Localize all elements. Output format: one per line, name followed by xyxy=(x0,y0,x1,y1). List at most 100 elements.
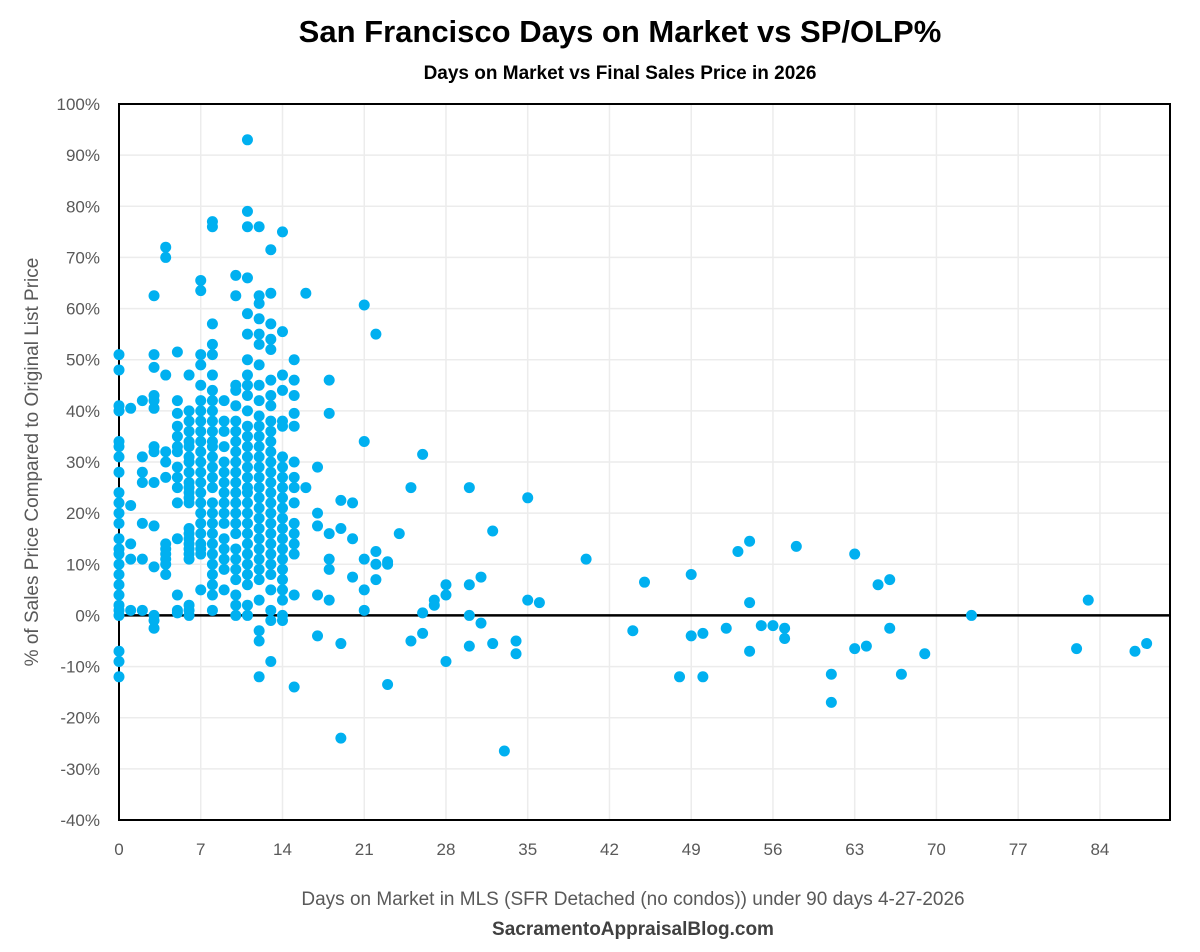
data-point xyxy=(241,471,253,483)
data-point xyxy=(265,655,277,667)
data-point xyxy=(218,553,230,565)
data-point xyxy=(183,609,195,621)
data-point xyxy=(206,405,218,417)
data-point xyxy=(276,492,288,504)
data-point xyxy=(241,517,253,529)
data-point xyxy=(206,604,218,616)
data-point xyxy=(358,299,370,311)
data-point xyxy=(358,584,370,596)
data-point xyxy=(276,543,288,555)
y-tick-label: -40% xyxy=(60,811,100,830)
data-point xyxy=(171,533,183,545)
data-point xyxy=(674,671,686,683)
data-point xyxy=(253,471,265,483)
data-point xyxy=(171,446,183,458)
x-tick-label: 7 xyxy=(196,840,205,859)
y-tick-label: 30% xyxy=(66,453,100,472)
data-point xyxy=(463,609,475,621)
data-point xyxy=(288,482,300,494)
data-point xyxy=(113,645,125,657)
data-point xyxy=(195,359,207,371)
data-point xyxy=(393,528,405,540)
data-point xyxy=(335,638,347,650)
data-point xyxy=(288,517,300,529)
y-tick-label: 100% xyxy=(57,95,100,114)
data-point xyxy=(276,471,288,483)
data-point xyxy=(498,745,510,757)
data-point xyxy=(171,420,183,432)
data-point xyxy=(323,594,335,606)
data-point xyxy=(288,538,300,550)
data-point xyxy=(241,609,253,621)
data-point xyxy=(183,415,195,427)
y-axis-label: % of Sales Price Compared to Original Li… xyxy=(22,258,43,667)
data-point xyxy=(206,441,218,453)
data-point xyxy=(253,359,265,371)
data-point xyxy=(253,461,265,473)
chart-title: San Francisco Days on Market vs SP/OLP% xyxy=(299,14,942,49)
data-point xyxy=(253,512,265,524)
data-point xyxy=(136,395,148,407)
data-point xyxy=(218,497,230,509)
data-point xyxy=(265,517,277,529)
data-point xyxy=(230,609,242,621)
data-point xyxy=(639,576,650,588)
data-point xyxy=(288,390,300,402)
data-point xyxy=(288,528,300,540)
data-point xyxy=(276,369,288,381)
y-tick-label: 20% xyxy=(66,504,100,523)
data-point xyxy=(382,678,394,690)
data-point xyxy=(183,553,195,565)
data-point xyxy=(895,668,907,680)
data-point xyxy=(171,607,183,619)
data-point xyxy=(428,594,440,606)
data-point xyxy=(195,476,207,488)
data-point xyxy=(218,543,230,555)
data-point xyxy=(276,502,288,514)
data-point xyxy=(171,482,183,494)
data-point xyxy=(148,446,160,458)
data-point xyxy=(253,313,265,325)
y-tick-label: 80% xyxy=(66,197,100,216)
data-point xyxy=(183,369,195,381)
data-point xyxy=(171,407,183,419)
x-axis-label: Days on Market in MLS (SFR Detached (no … xyxy=(301,889,964,910)
data-point xyxy=(312,630,324,642)
data-point xyxy=(779,632,791,644)
data-point xyxy=(253,290,265,302)
data-point xyxy=(370,574,382,586)
data-point xyxy=(744,597,756,609)
data-point xyxy=(744,535,756,547)
data-point xyxy=(685,630,697,642)
data-point xyxy=(510,648,522,660)
data-point xyxy=(183,405,195,417)
data-point xyxy=(288,497,300,509)
data-point xyxy=(160,569,172,581)
x-axis-ticks: 0 7 14 21 28 35 42 49 56 63 70 77 84 xyxy=(114,840,1109,859)
data-point xyxy=(206,369,218,381)
data-point xyxy=(253,441,265,453)
data-point xyxy=(206,471,218,483)
data-point xyxy=(253,625,265,637)
data-point xyxy=(276,451,288,463)
y-tick-label: -30% xyxy=(60,760,100,779)
data-point xyxy=(241,420,253,432)
data-point xyxy=(230,436,242,448)
data-point xyxy=(323,563,335,575)
data-point xyxy=(276,522,288,534)
data-point xyxy=(265,415,277,427)
data-point xyxy=(265,374,277,386)
data-point xyxy=(265,476,277,488)
data-point xyxy=(230,269,242,281)
data-point xyxy=(241,134,253,146)
y-tick-label: 60% xyxy=(66,300,100,319)
data-point xyxy=(230,425,242,437)
data-point xyxy=(241,487,253,499)
data-point xyxy=(113,548,125,560)
data-point xyxy=(265,446,277,458)
data-point xyxy=(113,533,125,545)
data-point xyxy=(195,274,207,286)
data-point xyxy=(241,579,253,591)
data-point xyxy=(230,553,242,565)
